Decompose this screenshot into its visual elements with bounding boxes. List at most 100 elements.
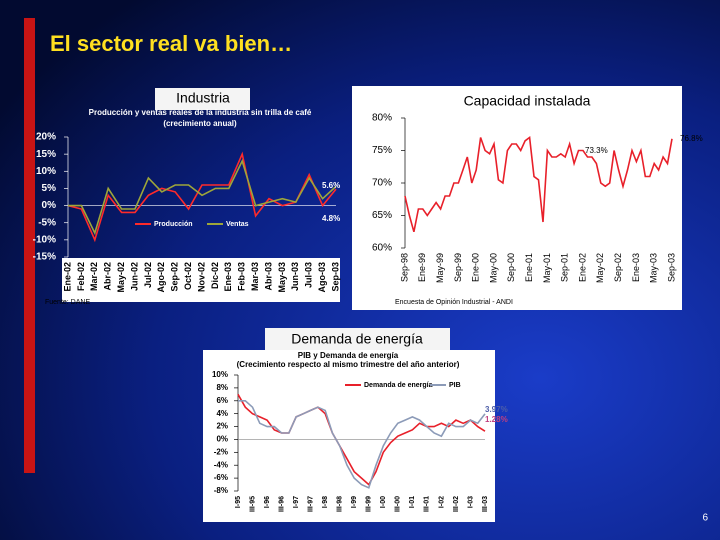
series-line — [404, 136, 673, 233]
x-tick-label: Abr-03 — [263, 262, 273, 291]
y-tick-label: 70% — [372, 178, 392, 189]
x-tick-label: Ene-02 — [577, 253, 587, 282]
annotation: 73.3% — [585, 146, 608, 155]
x-tick-label: I-02 — [438, 496, 445, 508]
x-tick-label: May-01 — [542, 253, 552, 283]
y-tick-label: 60% — [372, 243, 392, 254]
x-tick-label: Ene-03 — [223, 262, 233, 292]
panel — [203, 350, 495, 522]
page-number: 6 — [702, 513, 708, 524]
x-tick-label: Sep-02 — [613, 253, 623, 282]
x-tick-label: Sep-03 — [666, 253, 676, 282]
y-tick-label: 0% — [216, 435, 228, 444]
x-tick-label: Feb-02 — [76, 262, 86, 291]
y-tick-label: 10% — [212, 370, 228, 379]
x-tick-label: Sep-99 — [453, 253, 463, 282]
panel-title: Demanda de energía — [291, 331, 423, 347]
series-line — [68, 158, 337, 236]
x-tick-label: Ene-01 — [524, 253, 534, 282]
x-tick-label: Ene-99 — [417, 253, 427, 282]
x-tick-label: Ago-03 — [317, 262, 327, 293]
x-tick-label: Dic-02 — [210, 262, 220, 289]
y-tick-label: 8% — [216, 383, 228, 392]
chart-subtitle: (crecimiento anual) — [163, 119, 237, 128]
x-tick-label: III-01 — [424, 496, 431, 512]
x-tick-label: Ene-00 — [471, 253, 481, 282]
x-tick-label: I-97 — [293, 496, 300, 508]
x-tick-label: I-99 — [351, 496, 358, 508]
x-tick-label: Abr-02 — [103, 262, 113, 291]
x-tick-label: III-97 — [307, 496, 314, 512]
y-tick-label: 4% — [216, 409, 228, 418]
x-tick-label: III-99 — [366, 496, 373, 512]
axis-strip — [62, 258, 340, 302]
slide-title: El sector real va bien… — [50, 31, 292, 56]
x-tick-label: I-01 — [409, 496, 416, 508]
x-tick-label: May-02 — [116, 262, 126, 293]
y-tick-label: -2% — [214, 447, 228, 456]
x-tick-label: Jun-03 — [290, 262, 300, 291]
chart-title: PIB y Demanda de energía — [298, 351, 399, 360]
panel-label-box — [155, 88, 250, 110]
panel — [352, 86, 682, 310]
chart-title: Producción y ventas reales de la industr… — [89, 108, 312, 117]
y-tick-label: -4% — [214, 460, 228, 469]
x-tick-label: Ene-03 — [631, 253, 641, 282]
y-tick-label: -10% — [33, 234, 56, 245]
x-tick-label: Nov-02 — [196, 262, 206, 292]
x-tick-label: Mar-02 — [89, 262, 99, 291]
panel-title: Industria — [176, 90, 230, 106]
y-tick-label: -8% — [214, 486, 228, 495]
x-tick-label: May-99 — [435, 253, 445, 283]
series-line — [238, 400, 486, 489]
chart-subtitle: (Crecimiento respecto al mismo trimestre… — [237, 360, 460, 369]
x-tick-label: III-95 — [249, 496, 256, 512]
x-tick-label: Jul-03 — [304, 262, 314, 288]
panel-label-box — [265, 328, 450, 352]
annotation: 4.8% — [322, 214, 340, 223]
annotation: 76.8% — [680, 134, 703, 143]
x-tick-label: Sep-01 — [560, 253, 570, 282]
x-tick-label: I-98 — [322, 496, 329, 508]
y-tick-label: 65% — [372, 210, 392, 221]
series-line — [237, 393, 486, 486]
x-tick-label: Ago-02 — [156, 262, 166, 293]
x-tick-label: III-96 — [278, 496, 285, 512]
x-tick-label: May-02 — [595, 253, 605, 283]
x-tick-label: May-03 — [649, 253, 659, 283]
x-tick-label: III-00 — [395, 496, 402, 512]
x-tick-label: I-03 — [467, 496, 474, 508]
x-tick-label: I-96 — [264, 496, 271, 508]
y-tick-label: 6% — [216, 396, 228, 405]
x-tick-label: May-00 — [488, 253, 498, 283]
legend-label: Demanda de energía — [364, 382, 433, 389]
x-tick-label: Mar-03 — [250, 262, 260, 291]
legend-label: Ventas — [226, 221, 249, 228]
accent-bar — [24, 18, 35, 473]
panel-title: Capacidad instalada — [464, 93, 591, 109]
x-tick-label: Jul-02 — [143, 262, 153, 288]
source: Encuesta de Opinión Industrial - ANDI — [395, 299, 513, 306]
x-tick-label: I-95 — [235, 496, 242, 508]
y-tick-label: -6% — [214, 473, 228, 482]
x-tick-label: Sep-98 — [399, 253, 409, 282]
y-tick-label: 75% — [372, 145, 392, 156]
series-line — [67, 151, 337, 243]
annotation: 3.97% — [485, 405, 508, 414]
legend-label: Producción — [154, 221, 193, 228]
x-tick-label: Oct-02 — [183, 262, 193, 290]
y-tick-label: -5% — [38, 217, 56, 228]
x-tick-label: Jun-02 — [129, 262, 139, 291]
legend-label: PIB — [449, 382, 461, 389]
source: Fuente: DANE — [45, 299, 90, 306]
y-tick-label: 20% — [36, 132, 56, 143]
y-tick-label: -15% — [33, 252, 56, 263]
x-tick-label: Sep-00 — [506, 253, 516, 282]
y-tick-label: 5% — [42, 183, 57, 194]
x-tick-label: Feb-03 — [237, 262, 247, 291]
annotation: 1.28% — [485, 415, 508, 424]
y-tick-label: 15% — [36, 149, 56, 160]
x-tick-label: III-02 — [453, 496, 460, 512]
annotation: 5.6% — [322, 181, 340, 190]
